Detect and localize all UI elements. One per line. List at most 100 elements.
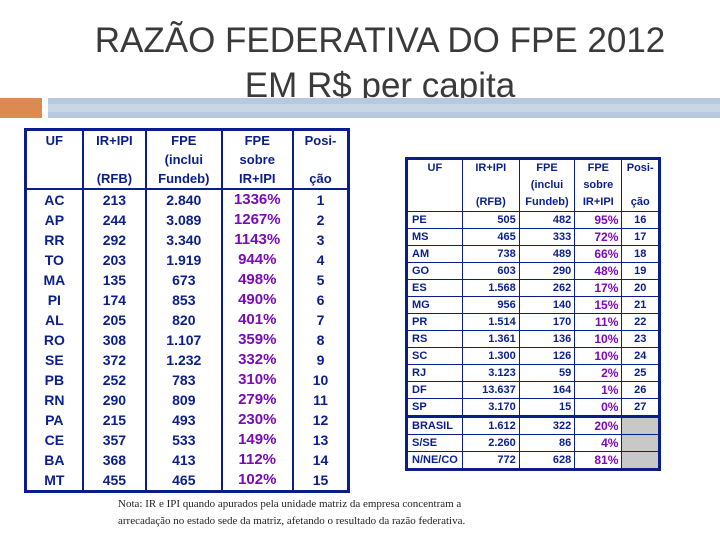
cell-uf: PB	[24, 370, 84, 390]
cell-fpe: 170	[518, 313, 576, 331]
cell-fpe: 333	[518, 228, 576, 246]
cell-uf: PR	[406, 313, 463, 331]
cell-fpe-sobre-ir-ipi: 332%	[220, 350, 294, 370]
table-right-header-row: UF IR+IPI FPE FPE Posi-	[406, 158, 660, 177]
cell-ir-ipi: 213	[81, 189, 148, 210]
table-row: RR 292 3.340 1143% 3	[24, 230, 350, 250]
table-row: MG 956 140 15% 21	[406, 296, 660, 314]
table-right: UF IR+IPI FPE FPE Posi- (inclui sobre (RFB) Fu…	[405, 157, 661, 471]
cell-fpe: 413	[145, 450, 223, 470]
table-row: ES 1.568 262 17% 20	[406, 279, 660, 297]
table-row: CE 357 533 149% 13	[24, 430, 350, 450]
cell-fpe: 493	[145, 410, 223, 430]
cell-fpe: 820	[145, 310, 223, 330]
cell-fpe: 86	[518, 434, 576, 452]
cell-ir-ipi: 465	[461, 228, 520, 246]
cell-ir-ipi: 174	[81, 290, 148, 310]
column-header	[406, 194, 463, 212]
table-row: AL 205 820 401% 7	[24, 310, 350, 330]
cell-ir-ipi: 135	[81, 270, 148, 290]
cell-ir-ipi: 203	[81, 250, 148, 270]
cell-fpe: 3.340	[145, 230, 223, 250]
cell-fpe-sobre-ir-ipi: 0%	[574, 398, 623, 417]
cell-fpe: 489	[518, 245, 576, 263]
cell-uf: AL	[24, 310, 84, 330]
cell-fpe-sobre-ir-ipi: 72%	[574, 228, 623, 246]
cell-fpe-sobre-ir-ipi: 2%	[574, 364, 623, 382]
cell-fpe: 809	[145, 390, 223, 410]
column-header: UF	[406, 158, 463, 177]
cell-fpe: 465	[145, 470, 223, 492]
table-row: MS 465 333 72% 17	[406, 228, 660, 246]
table-row: SP 3.170 15 0% 27	[406, 398, 660, 417]
column-header	[24, 169, 84, 190]
cell-ir-ipi: 772	[461, 451, 520, 470]
cell-ir-ipi: 2.260	[461, 434, 520, 452]
cell-uf: RS	[406, 330, 463, 348]
cell-uf: ES	[406, 279, 463, 297]
table-row: PI 174 853 490% 6	[24, 290, 350, 310]
accent-bar-orange	[0, 98, 42, 118]
cell-posicao: 20	[621, 279, 660, 297]
cell-fpe: 164	[518, 381, 576, 399]
table-row: PA 215 493 230% 12	[24, 410, 350, 430]
cell-fpe: 322	[518, 416, 576, 435]
cell-uf: RN	[24, 390, 84, 410]
cell-posicao	[621, 434, 660, 452]
cell-posicao: 8	[291, 330, 350, 350]
cell-posicao: 23	[621, 330, 660, 348]
cell-ir-ipi: 455	[81, 470, 148, 492]
summary-row: S/SE 2.260 86 4%	[406, 434, 660, 452]
cell-fpe-sobre-ir-ipi: 15%	[574, 296, 623, 314]
cell-posicao: 19	[621, 262, 660, 280]
cell-fpe-sobre-ir-ipi: 230%	[220, 410, 294, 430]
table-right-header-row: (RFB) Fundeb) IR+IPI ção	[406, 194, 660, 212]
column-header: Fundeb)	[145, 169, 223, 190]
cell-ir-ipi: 368	[81, 450, 148, 470]
cell-posicao: 11	[291, 390, 350, 410]
cell-uf: GO	[406, 262, 463, 280]
title-line-1: RAZÃO FEDERATIVA DO FPE 2012	[94, 21, 666, 60]
cell-posicao: 12	[291, 410, 350, 430]
column-header	[621, 177, 660, 194]
cell-ir-ipi: 3.170	[461, 398, 520, 417]
table-row: TO 203 1.919 944% 4	[24, 250, 350, 270]
cell-fpe: 126	[518, 347, 576, 365]
column-header: ção	[621, 194, 660, 212]
accent-bar-blue	[48, 98, 720, 118]
column-header	[461, 177, 520, 194]
cell-fpe: 1.919	[145, 250, 223, 270]
cell-ir-ipi: 252	[81, 370, 148, 390]
cell-fpe-sobre-ir-ipi: 81%	[574, 451, 623, 470]
cell-fpe-sobre-ir-ipi: 359%	[220, 330, 294, 350]
table-row: GO 603 290 48% 19	[406, 262, 660, 280]
cell-fpe: 673	[145, 270, 223, 290]
column-header: Posi-	[621, 158, 660, 177]
cell-fpe-sobre-ir-ipi: 498%	[220, 270, 294, 290]
cell-fpe: 628	[518, 451, 576, 470]
cell-posicao: 21	[621, 296, 660, 314]
cell-fpe-sobre-ir-ipi: 1267%	[220, 210, 294, 230]
cell-posicao: 25	[621, 364, 660, 382]
column-header: IR+IPI	[574, 194, 623, 212]
cell-uf: S/SE	[406, 434, 463, 452]
cell-posicao: 16	[621, 211, 660, 229]
cell-fpe-sobre-ir-ipi: 1%	[574, 381, 623, 399]
slide-title: RAZÃO FEDERATIVA DO FPE 2012 EM R$ per c…	[60, 18, 700, 108]
cell-fpe-sobre-ir-ipi: 10%	[574, 330, 623, 348]
cell-fpe: 1.107	[145, 330, 223, 350]
cell-ir-ipi: 372	[81, 350, 148, 370]
column-header: UF	[24, 128, 84, 150]
table-row: AM 738 489 66% 18	[406, 245, 660, 263]
cell-posicao: 14	[291, 450, 350, 470]
cell-fpe-sobre-ir-ipi: 1143%	[220, 230, 294, 250]
cell-fpe: 140	[518, 296, 576, 314]
cell-uf: AC	[24, 189, 84, 210]
summary-row: BRASIL 1.612 322 20%	[406, 416, 660, 435]
cell-posicao: 24	[621, 347, 660, 365]
cell-uf: RJ	[406, 364, 463, 382]
table-row: PR 1.514 170 11% 22	[406, 313, 660, 331]
column-header: IR+IPI	[461, 158, 520, 177]
cell-fpe-sobre-ir-ipi: 10%	[574, 347, 623, 365]
cell-uf: DF	[406, 381, 463, 399]
